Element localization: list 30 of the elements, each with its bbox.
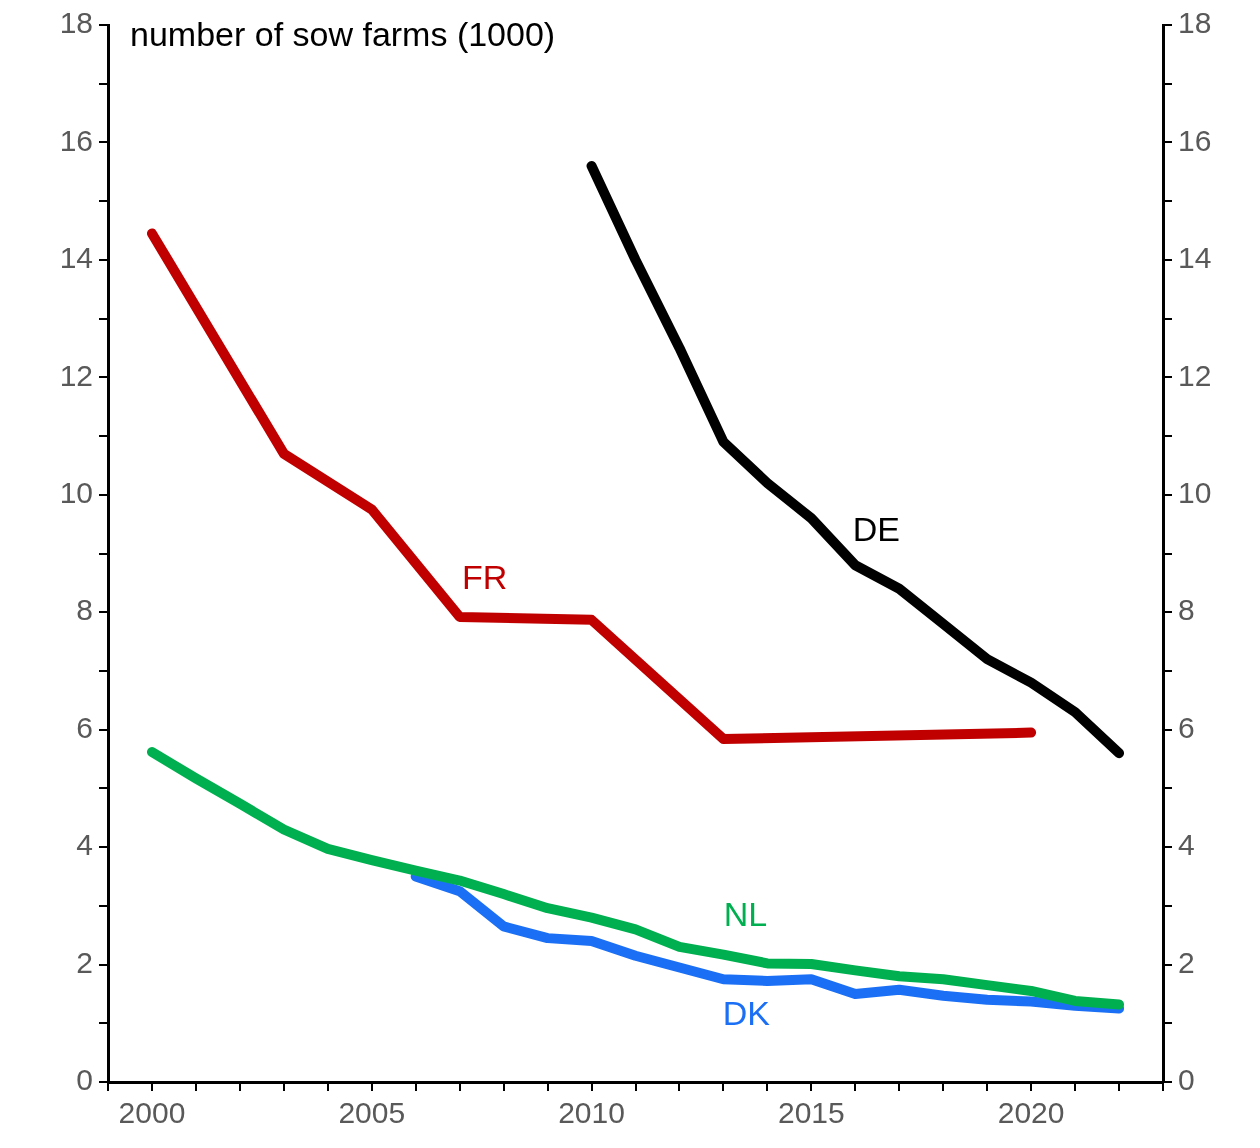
y-tick-label: 10 xyxy=(59,476,93,510)
series-label: DE xyxy=(852,509,900,548)
y-tick-label: 2 xyxy=(76,945,93,979)
y-tick-label: 14 xyxy=(59,241,93,275)
y2-tick-label: 18 xyxy=(1178,6,1212,40)
y2-tick-label: 16 xyxy=(1178,123,1212,157)
y-tick-label: 6 xyxy=(76,710,93,744)
y-tick-label: 8 xyxy=(76,593,93,627)
y2-tick-label: 8 xyxy=(1178,593,1195,627)
y-tick-label: 12 xyxy=(59,358,93,392)
x-tick-label: 2015 xyxy=(777,1096,845,1130)
x-tick-label: 2005 xyxy=(338,1096,406,1130)
series-label: FR xyxy=(462,558,508,597)
y-tick-label: 0 xyxy=(76,1063,93,1097)
y2-tick-label: 0 xyxy=(1178,1063,1195,1097)
y2-tick-label: 6 xyxy=(1178,710,1195,744)
x-tick-label: 2010 xyxy=(558,1096,625,1130)
y2-tick-label: 12 xyxy=(1178,358,1212,392)
y-tick-label: 4 xyxy=(76,828,93,862)
y-tick-label: 16 xyxy=(59,123,93,157)
x-tick-label: 2000 xyxy=(118,1096,186,1130)
x-tick-label: 2020 xyxy=(997,1096,1065,1130)
series-label: DK xyxy=(722,994,771,1033)
y-tick-label: 18 xyxy=(59,6,93,40)
chart-title: number of sow farms (1000) xyxy=(130,15,556,54)
y2-tick-label: 10 xyxy=(1178,476,1212,510)
y2-tick-label: 4 xyxy=(1178,828,1195,862)
y2-tick-label: 14 xyxy=(1178,241,1212,275)
series-label: NL xyxy=(723,894,768,933)
y2-tick-label: 2 xyxy=(1178,945,1195,979)
